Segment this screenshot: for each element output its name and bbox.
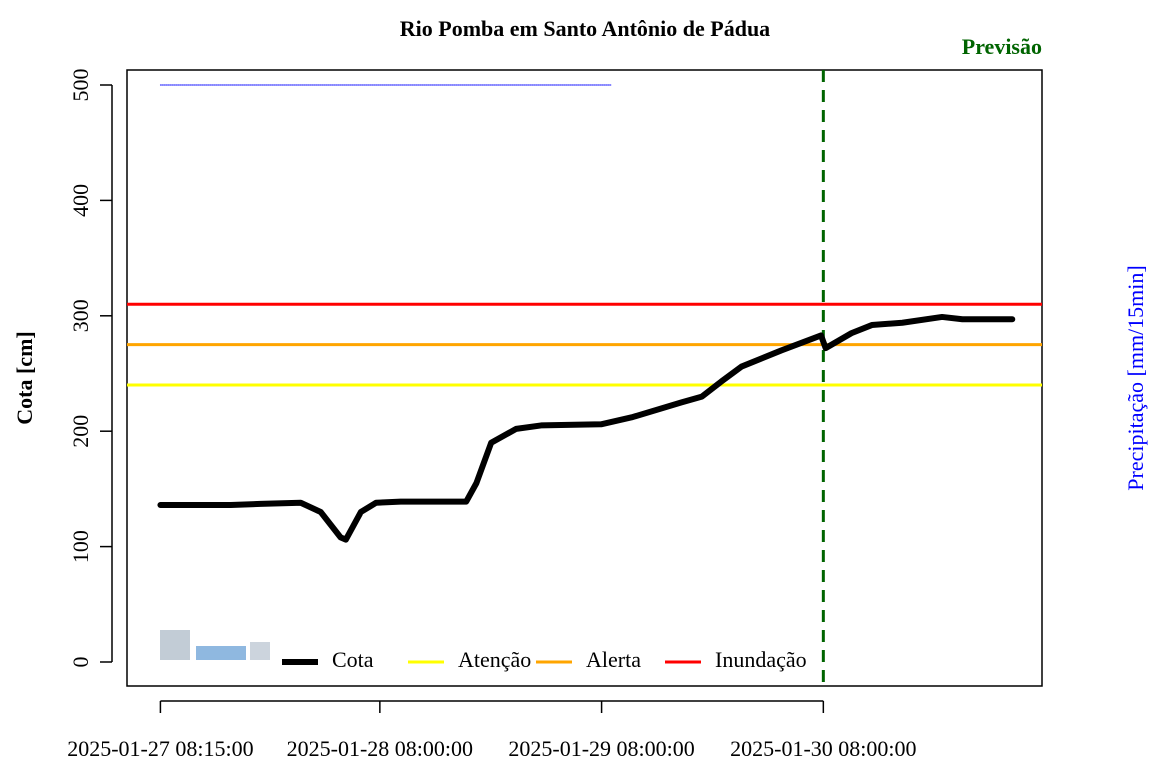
cota-line	[157, 313, 1016, 543]
y2-axis-label: Precipitação [mm/15min]	[1123, 265, 1148, 490]
x-tick-label: 2025-01-27 08:15:00	[67, 736, 253, 761]
x-tick-label: 2025-01-29 08:00:00	[508, 736, 694, 761]
x-tick-label: 2025-01-30 08:00:00	[730, 736, 916, 761]
forecast-label: Previsão	[962, 34, 1042, 59]
plot-frame	[126, 69, 1043, 687]
y-tick-label: 100	[68, 530, 93, 563]
y-tick-label: 500	[68, 69, 93, 102]
legend-label: Atenção	[458, 647, 531, 672]
chart-title: Rio Pomba em Santo Antônio de Pádua	[400, 16, 770, 41]
legend-label: Alerta	[586, 647, 641, 672]
y-axis-label: Cota [cm]	[12, 331, 37, 424]
legend-label: Inundação	[715, 647, 807, 672]
y-tick-label: 200	[68, 415, 93, 448]
y-tick-label: 400	[68, 184, 93, 217]
y-tick-label: 300	[68, 299, 93, 332]
legend-label: Cota	[332, 647, 374, 672]
logos	[160, 630, 270, 660]
y-tick-label: 0	[68, 656, 93, 667]
x-tick-label: 2025-01-28 08:00:00	[287, 736, 473, 761]
